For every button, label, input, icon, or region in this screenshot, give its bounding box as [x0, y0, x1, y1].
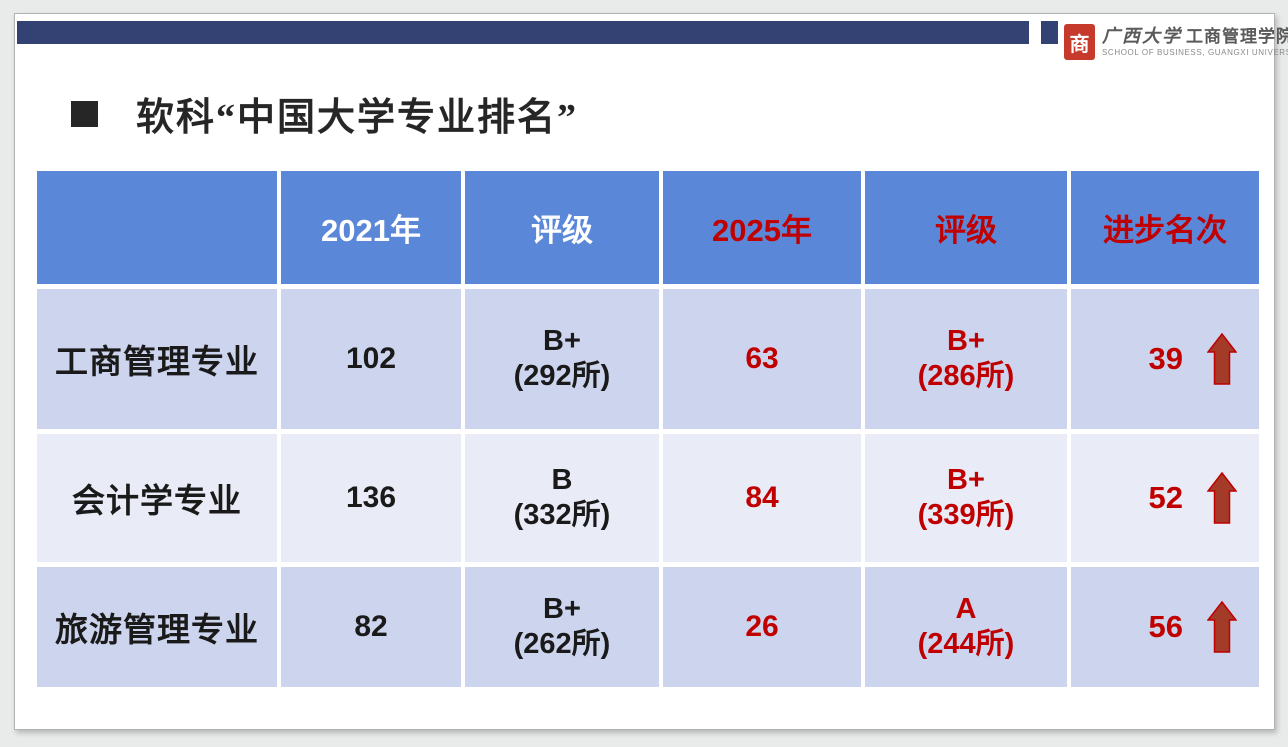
rank-2021-cell: 102: [281, 289, 461, 429]
header-cell-progress: 进步名次: [1071, 171, 1259, 284]
rank-2025-cell: 84: [663, 434, 861, 562]
major-name-cell: 会计学专业: [37, 434, 277, 562]
rating-grade: B+: [947, 325, 985, 358]
rank-2025-cell: 26: [663, 567, 861, 687]
top-decoration-bar: [17, 21, 1029, 44]
rating-grade: B+: [947, 464, 985, 497]
header-cell-rating-2021: 评级: [465, 171, 659, 284]
rank-2021-cell: 136: [281, 434, 461, 562]
rank-2025-cell: 63: [663, 289, 861, 429]
progress-cell: 52: [1071, 434, 1259, 562]
progress-cell: 56: [1071, 567, 1259, 687]
rating-2021-cell: B+ (262所): [465, 567, 659, 687]
logo-school-name: 工商管理学院: [1186, 26, 1288, 46]
rating-grade: B: [551, 464, 573, 497]
up-arrow-icon: [1207, 471, 1237, 524]
rating-2025-cell: B+ (286所): [865, 289, 1067, 429]
major-name-cell: 工商管理专业: [37, 289, 277, 429]
rating-2025-cell: A (244所): [865, 567, 1067, 687]
school-logo: 商 广西大学 工商管理学院 SCHOOL OF BUSINESS, GUANGX…: [1064, 24, 1288, 60]
rating-grade: B+: [543, 325, 581, 358]
up-arrow-icon: [1207, 600, 1237, 653]
logo-university-name: 广西大学: [1102, 25, 1182, 46]
rating-grade: B+: [543, 593, 581, 626]
header-cell-2025: 2025年: [663, 171, 861, 284]
progress-cell: 39: [1071, 289, 1259, 429]
rating-grade: A: [955, 593, 977, 626]
page-title: 软科“中国大学专业排名”: [136, 97, 579, 139]
rating-count: (332所): [513, 499, 611, 531]
rating-2025-cell: B+ (339所): [865, 434, 1067, 562]
rating-2021-cell: B+ (292所): [465, 289, 659, 429]
ranking-table: 2021年 评级 2025年 评级 进步名次 工商管理专业 102 B+ (29…: [37, 171, 1259, 687]
logo-text: 广西大学 工商管理学院 SCHOOL OF BUSINESS, GUANGXI …: [1102, 25, 1288, 58]
progress-value: 56: [1148, 609, 1183, 644]
up-arrow-icon: [1207, 332, 1237, 385]
major-name-cell: 旅游管理专业: [37, 567, 277, 687]
logo-english-name: SCHOOL OF BUSINESS, GUANGXI UNIVERSITY: [1102, 47, 1288, 57]
rating-count: (292所): [513, 360, 611, 392]
rating-count: (262所): [513, 628, 611, 660]
rating-count: (244所): [917, 628, 1015, 660]
rating-2021-cell: B (332所): [465, 434, 659, 562]
rating-count: (286所): [917, 360, 1015, 392]
slide-canvas: 商 广西大学 工商管理学院 SCHOOL OF BUSINESS, GUANGX…: [14, 13, 1288, 730]
top-decoration-bar-segment: [1041, 21, 1058, 44]
header-cell-rating-2025: 评级: [865, 171, 1067, 284]
rank-2021-cell: 82: [281, 567, 461, 687]
title-bullet-square: [71, 100, 98, 127]
header-cell-2021: 2021年: [281, 171, 461, 284]
title-row: 软科“中国大学专业排名”: [71, 86, 578, 141]
header-cell-empty: [37, 171, 277, 284]
university-seal-icon: 商: [1064, 24, 1095, 60]
rating-count: (339所): [917, 499, 1015, 531]
progress-value: 52: [1148, 480, 1183, 515]
progress-value: 39: [1148, 341, 1183, 376]
